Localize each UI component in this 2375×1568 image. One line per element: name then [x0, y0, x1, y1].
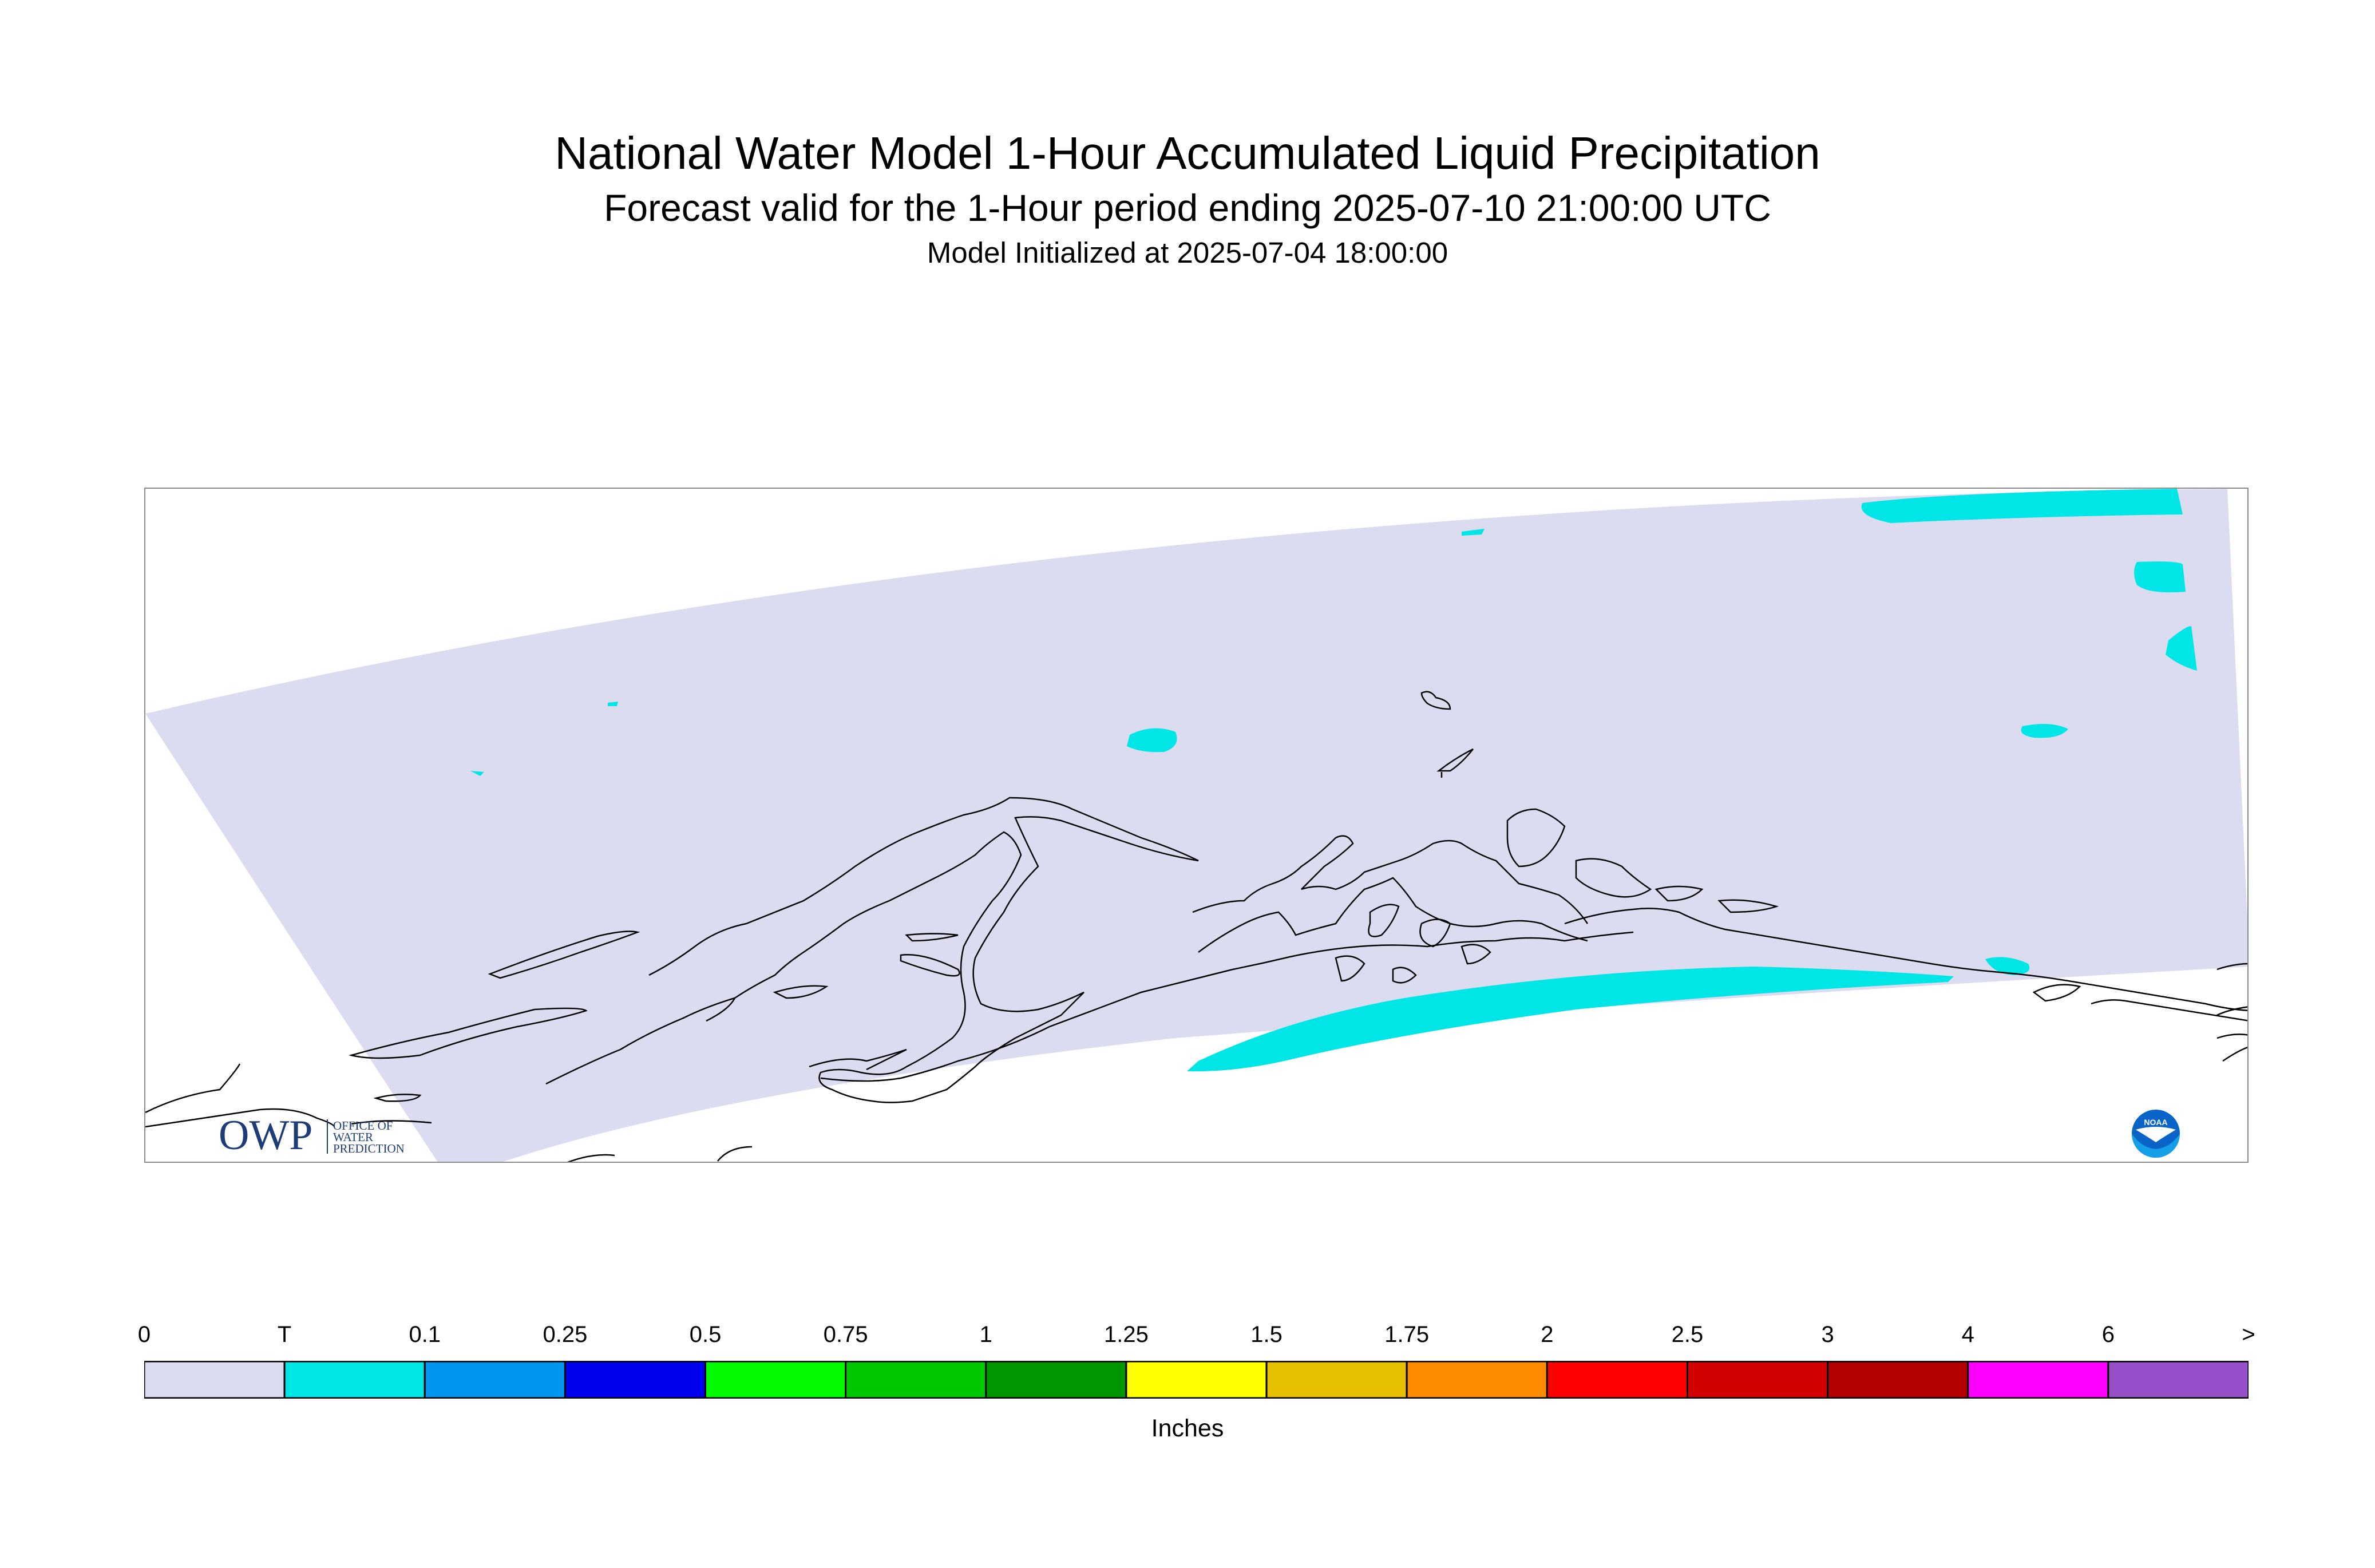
legend-tick-label: 0.25 [543, 1322, 588, 1347]
legend-swatch [564, 1360, 707, 1399]
noaa-logo: NOAA [2130, 1108, 2182, 1159]
legend-swatch [2107, 1360, 2250, 1399]
legend-swatch [985, 1360, 1127, 1399]
owp-line2: WATER [333, 1130, 373, 1144]
legend-swatch [845, 1360, 987, 1399]
legend-swatch [143, 1360, 286, 1399]
legend-swatch [1686, 1360, 1829, 1399]
forecast-valid-subtitle: Forecast valid for the 1-Hour period end… [604, 187, 1771, 229]
legend-tick-label: 6 [2101, 1322, 2115, 1347]
legend-tick-label: > [2242, 1322, 2255, 1347]
map-canvas [145, 489, 2247, 1162]
color-legend [143, 1360, 2250, 1399]
legend-swatch [1827, 1360, 1969, 1399]
owp-mark: OWP [219, 1112, 312, 1157]
legend-swatch [423, 1360, 566, 1399]
legend-tick-label: 1.75 [1384, 1322, 1430, 1347]
model-init-subtitle: Model Initialized at 2025-07-04 18:00:00 [927, 236, 1448, 269]
model-domain-area [145, 489, 2247, 1162]
legend-tick-label: 0.1 [409, 1322, 441, 1347]
legend-tick-label: 1.25 [1103, 1322, 1149, 1347]
legend-tick-label: 3 [1821, 1322, 1834, 1347]
owp-line1: OFFICE OF [333, 1119, 393, 1133]
legend-tick-label: 0.5 [689, 1322, 722, 1347]
precipitation-map[interactable]: OWP OFFICE OF WATER PREDICTION NOAA [144, 488, 2249, 1163]
legend-tick-label: 2 [1541, 1322, 1554, 1347]
legend-tick-label: 0 [137, 1322, 151, 1347]
legend-tick-label: 1.5 [1250, 1322, 1282, 1347]
precip-areas [470, 489, 2197, 1072]
legend-tick-label: 0.75 [823, 1322, 868, 1347]
coastline-layer [145, 691, 2247, 1162]
legend-unit-label: Inches [1151, 1415, 1224, 1442]
legend-swatch [1967, 1360, 2109, 1399]
owp-logo: OWP OFFICE OF WATER PREDICTION [219, 1111, 448, 1157]
legend-tick-label: 1 [979, 1322, 992, 1347]
legend-swatch [283, 1360, 426, 1399]
legend-swatch [704, 1360, 847, 1399]
legend-bar [143, 1360, 2250, 1399]
legend-swatch [1406, 1360, 1548, 1399]
owp-line3: PREDICTION [333, 1142, 405, 1155]
legend-swatch [1125, 1360, 1268, 1399]
legend-swatch [1546, 1360, 1688, 1399]
page-title: National Water Model 1-Hour Accumulated … [555, 128, 1820, 179]
legend-tick-label: T [277, 1322, 292, 1347]
legend-tick-label: 2.5 [1671, 1322, 1704, 1347]
legend-swatch [1265, 1360, 1408, 1399]
noaa-mark: NOAA [2144, 1118, 2167, 1127]
legend-tick-label: 4 [1961, 1322, 1974, 1347]
